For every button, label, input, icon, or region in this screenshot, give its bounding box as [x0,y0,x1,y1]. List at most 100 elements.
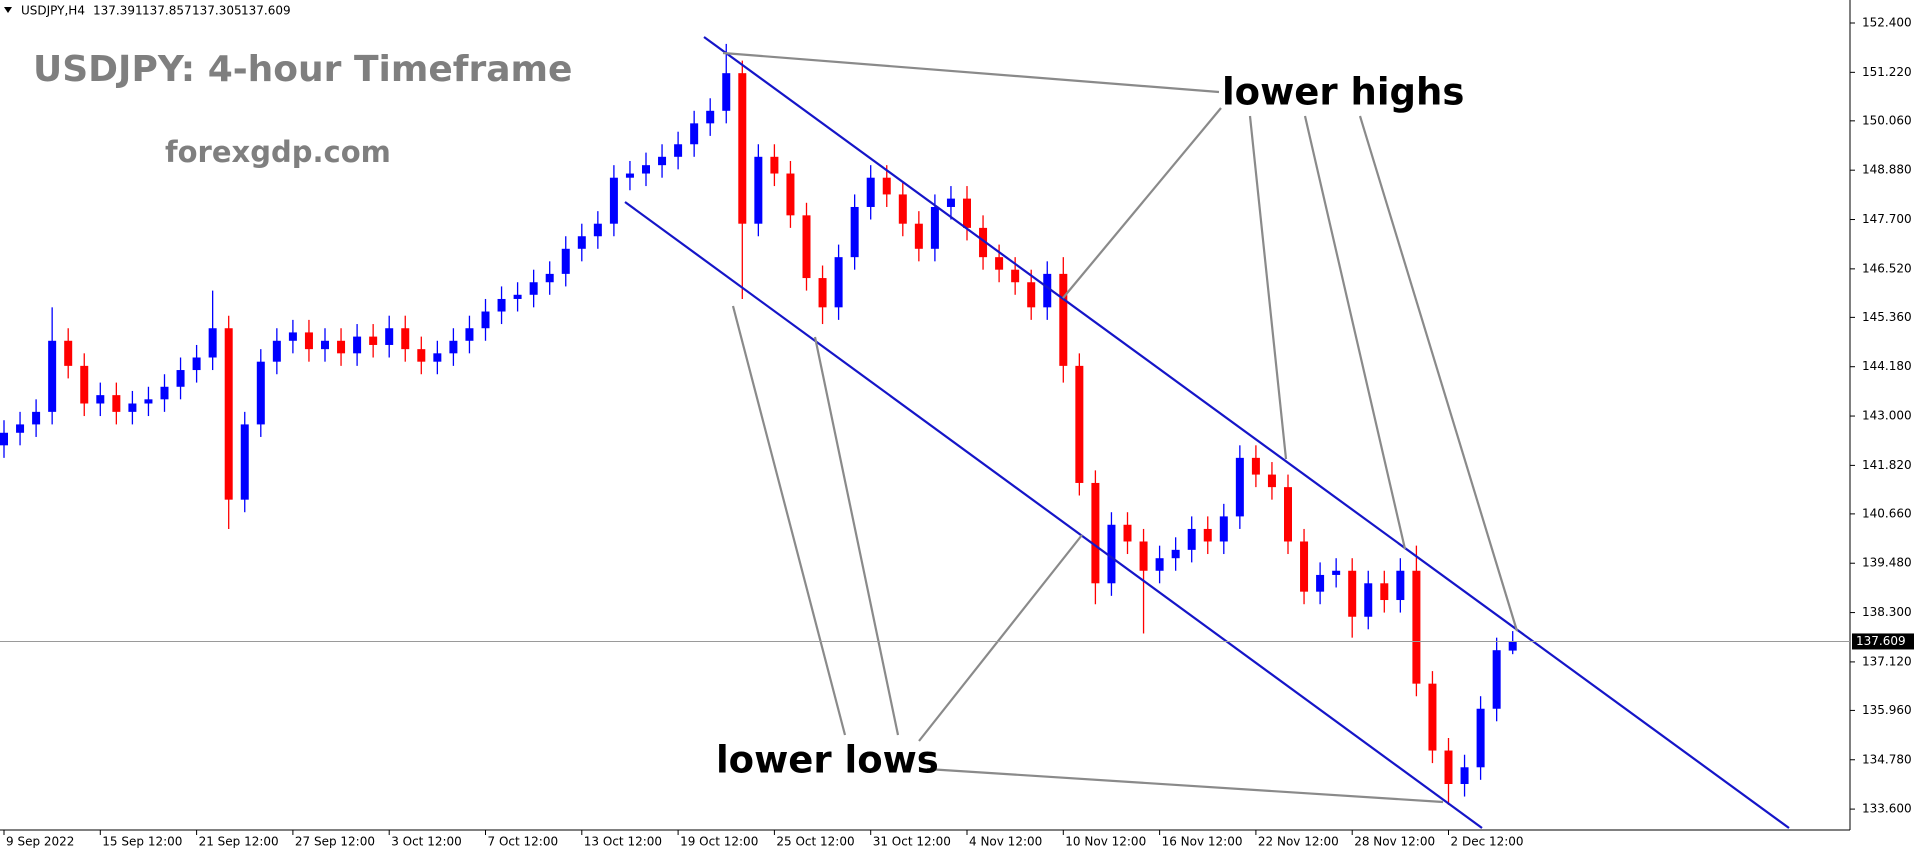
candle-body [1187,528,1196,550]
pointer-line [813,336,900,736]
x-tick-label: 9 Sep 2022 [6,835,74,849]
candle-body [176,370,185,387]
candle-body [1043,273,1052,308]
price-label: 137.609 [1856,634,1906,648]
candle-body [690,123,699,145]
candle-body [417,349,426,362]
candle-body [1059,273,1068,366]
candle-body [337,340,346,354]
pointer-line [918,534,1083,742]
candle-body [1428,683,1437,751]
pointer-line [926,767,1444,804]
candle-body [449,340,458,354]
y-tick-label: 148.880 [1862,163,1912,177]
candle-body [1460,767,1469,785]
y-tick-label: 144.180 [1862,359,1912,373]
y-tick-label: 141.820 [1862,458,1912,472]
symbol: USDJPY,H4 [21,4,85,18]
candle-body [882,177,891,195]
chart-title: USDJPY: 4-hour Timeframe [33,49,572,90]
candle-body [979,227,988,258]
menu-icon[interactable] [4,7,12,13]
candle-body [577,236,586,249]
header-close: 137.609 [241,4,291,18]
price-label-box [1852,633,1914,650]
x-tick-label: 21 Sep 12:00 [199,835,279,849]
candle-body [288,332,297,341]
y-tick-label: 145.360 [1862,310,1912,324]
candle-body [1332,570,1341,575]
candle-body [64,340,73,366]
chart-subtitle: forexgdp.com [165,135,391,169]
candle-body [1412,570,1421,684]
candle-body [272,340,281,362]
candle-body [208,328,217,358]
y-tick-label: 147.700 [1862,212,1912,226]
candle-body [706,110,715,124]
y-tick-label: 143.000 [1862,409,1912,423]
candle-body [1091,482,1100,584]
candle-body [1284,487,1292,542]
pointer-line [1303,115,1407,550]
candle-body [240,424,249,500]
x-tick-label: 25 Oct 12:00 [776,835,854,849]
candle-body [1075,365,1084,483]
candle-body [353,336,362,354]
y-tick-label: 139.480 [1862,556,1912,570]
candle-body [593,223,602,237]
candle-body [1219,516,1228,542]
candle-body [1139,541,1148,571]
candle-body [144,399,153,404]
candle-body [1011,269,1020,283]
pointer-line [731,305,847,736]
candle-body [1267,474,1276,488]
candle-body [96,395,105,404]
y-tick-label: 152.400 [1862,15,1912,29]
candle-body [48,340,57,412]
candle-body [1380,583,1389,601]
candle-body [625,173,634,178]
trend-line [624,201,1483,829]
candle-body [497,298,506,312]
candle-body [545,273,554,283]
trend-line [703,36,1790,829]
y-tick-label: 134.780 [1862,752,1912,766]
pointer-line [1062,107,1222,299]
x-tick-label: 3 Oct 12:00 [391,835,462,849]
candle-body [529,282,538,295]
candle-body [866,177,875,207]
candle-body [738,73,747,224]
y-tick-label: 150.060 [1862,113,1912,127]
candle-body [1476,708,1485,768]
candle-body [1123,524,1132,542]
candle-body [321,340,329,350]
candle-body [481,311,490,329]
y-tick-label: 133.600 [1862,802,1912,816]
annotation: lower highs [1222,71,1464,114]
x-tick-label: 15 Sep 12:00 [102,835,182,849]
candle-body [1396,570,1405,601]
candle-body [754,156,763,224]
candle-body [1348,570,1357,617]
candle-body [304,332,313,350]
y-tick-label: 137.120 [1862,654,1912,668]
candle-body [160,386,169,400]
candle-body [112,395,121,412]
candle-body [513,294,522,299]
candle-body [369,336,378,345]
x-tick-label: 13 Oct 12:00 [584,835,662,849]
candle-body [1155,558,1164,571]
candle-body [722,73,731,111]
candle-body [1027,282,1036,308]
candle-body [0,432,8,446]
x-tick-label: 19 Oct 12:00 [680,835,758,849]
candle-body [1203,528,1212,542]
x-tick-label: 31 Oct 12:00 [873,835,951,849]
x-tick-label: 22 Nov 12:00 [1258,835,1339,849]
candle-body [1364,583,1373,617]
candle-body [658,156,667,166]
candle-body [914,223,923,249]
candle-body [930,206,939,249]
header-open: 137.391 [93,4,143,18]
candle-body [1107,524,1116,584]
